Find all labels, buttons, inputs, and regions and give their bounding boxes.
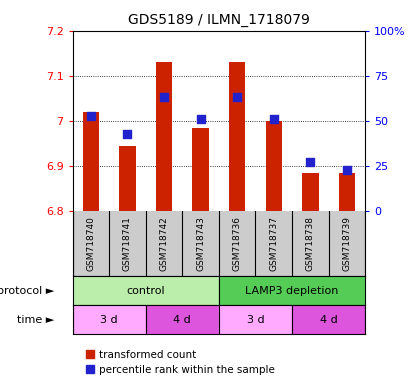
Text: GSM718739: GSM718739 [342, 217, 352, 271]
Bar [219, 305, 292, 334]
Text: protocol ►: protocol ► [0, 286, 54, 296]
Point [88, 113, 94, 119]
Bar [156, 62, 172, 211]
Bar [73, 276, 219, 305]
Text: GSM718738: GSM718738 [306, 217, 315, 271]
Point [307, 159, 314, 166]
Text: GSM718737: GSM718737 [269, 217, 278, 271]
Bar [83, 112, 99, 211]
Bar [193, 128, 209, 211]
Bar [119, 146, 136, 211]
Text: control: control [127, 286, 165, 296]
Point [124, 131, 131, 137]
Bar [339, 173, 355, 211]
Point [161, 94, 167, 101]
Text: GSM718742: GSM718742 [159, 217, 168, 271]
Bar [229, 62, 245, 211]
Bar [292, 305, 365, 334]
Bar [146, 305, 219, 334]
Text: GSM718743: GSM718743 [196, 217, 205, 271]
Point [344, 167, 350, 173]
Text: 4 d: 4 d [320, 314, 337, 325]
Title: GDS5189 / ILMN_1718079: GDS5189 / ILMN_1718079 [128, 13, 310, 27]
Text: 3 d: 3 d [247, 314, 264, 325]
Bar [219, 276, 365, 305]
Text: LAMP3 depletion: LAMP3 depletion [245, 286, 339, 296]
Point [197, 116, 204, 122]
Bar [73, 305, 146, 334]
Legend: transformed count, percentile rank within the sample: transformed count, percentile rank withi… [86, 350, 274, 375]
Text: time ►: time ► [17, 314, 54, 325]
Text: GSM718741: GSM718741 [123, 217, 132, 271]
Text: 4 d: 4 d [173, 314, 191, 325]
Point [234, 94, 241, 101]
Text: 3 d: 3 d [100, 314, 118, 325]
Bar [302, 173, 319, 211]
Point [271, 116, 277, 122]
Text: GSM718740: GSM718740 [86, 217, 95, 271]
Text: GSM718736: GSM718736 [233, 217, 242, 271]
Bar [266, 121, 282, 211]
